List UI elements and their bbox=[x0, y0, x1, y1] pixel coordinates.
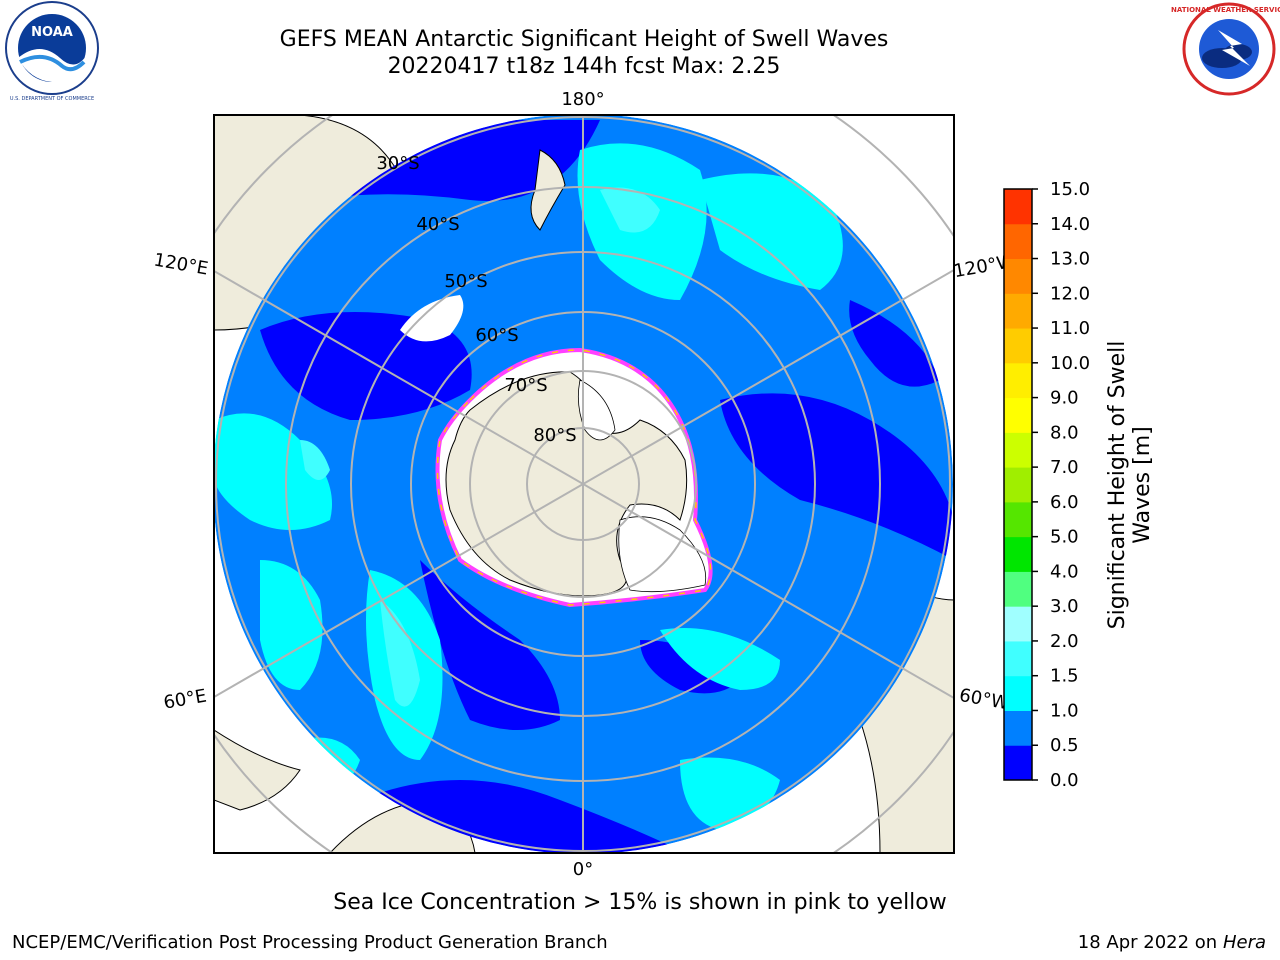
colorbar-tick-label: 8.0 bbox=[1050, 422, 1079, 443]
lon-label-180: 180° bbox=[561, 89, 604, 110]
credit-branch: NCEP/EMC/Verification Post Processing Pr… bbox=[12, 932, 608, 953]
lat-label-50s: 50°S bbox=[444, 271, 487, 292]
colorbar-segment bbox=[1004, 328, 1032, 364]
sea-ice-note: Sea Ice Concentration > 15% is shown in … bbox=[333, 890, 947, 915]
colorbar-segment bbox=[1004, 223, 1032, 260]
lat-label-30s: 30°S bbox=[376, 153, 419, 174]
colorbar-tick-label: 10.0 bbox=[1050, 353, 1090, 374]
colorbar-border bbox=[1003, 188, 1033, 781]
svg-text:U.S. DEPARTMENT OF COMMERCE: U.S. DEPARTMENT OF COMMERCE bbox=[10, 96, 94, 102]
colorbar-tick-label: 12.0 bbox=[1050, 283, 1090, 304]
colorbar-tick-label: 7.0 bbox=[1050, 457, 1079, 478]
lon-label-60w: 60°W bbox=[958, 685, 1011, 714]
colorbar-segment bbox=[1004, 432, 1032, 468]
svg-text:NATIONAL WEATHER SERVICE: NATIONAL WEATHER SERVICE bbox=[1171, 6, 1280, 14]
colorbar-segment bbox=[1004, 640, 1032, 677]
lat-label-80s: 80°S bbox=[533, 425, 576, 446]
map-title: GEFS MEAN Antarctic Significant Height o… bbox=[279, 27, 889, 52]
colorbar-segment bbox=[1004, 675, 1032, 711]
map-subtitle: 20220417 t18z 144h fcst Max: 2.25 bbox=[387, 54, 781, 79]
lat-label-40s: 40°S bbox=[416, 214, 459, 235]
lat-label-60s: 60°S bbox=[475, 325, 518, 346]
colorbar-tick-label: 1.0 bbox=[1050, 700, 1079, 721]
map-frame bbox=[213, 114, 955, 854]
lon-label-60e: 60°E bbox=[162, 685, 208, 713]
colorbar-tick-label: 6.0 bbox=[1050, 492, 1079, 513]
colorbar-segment bbox=[1004, 501, 1032, 538]
colorbar-segment bbox=[1004, 293, 1032, 329]
nws-logo: NATIONAL WEATHER SERVICE bbox=[1171, 2, 1280, 96]
colorbar-tick-label: 4.0 bbox=[1050, 561, 1079, 582]
colorbar-segment bbox=[1004, 189, 1032, 225]
colorbar-segment bbox=[1004, 745, 1032, 781]
colorbar-segment bbox=[1004, 710, 1032, 746]
colorbar-title: Significant Height of Swell Waves [m] bbox=[1105, 340, 1155, 630]
colorbar-tick-label: 0.0 bbox=[1050, 770, 1079, 791]
colorbar-segment bbox=[1004, 606, 1032, 642]
credit-date: 18 Apr 2022 on Hera bbox=[1077, 932, 1266, 953]
colorbar-segment bbox=[1004, 571, 1032, 607]
colorbar-tick-label: 0.5 bbox=[1050, 735, 1079, 756]
colorbar-segment bbox=[1004, 258, 1032, 294]
graticule bbox=[214, 115, 954, 853]
colorbar-tick-label: 1.5 bbox=[1050, 666, 1079, 687]
colorbar: 0.0 0.5 1.0 1.5 2.0 3.0 4.0 5.0 6.0 7.0 8.0 9.0 10.0… bbox=[1003, 179, 1090, 791]
colorbar-tick-label: 13.0 bbox=[1050, 249, 1090, 270]
lon-label-0: 0° bbox=[573, 859, 593, 880]
colorbar-tick-label: 9.0 bbox=[1050, 388, 1079, 409]
colorbar-tick-label: 14.0 bbox=[1050, 214, 1090, 235]
colorbar-segment bbox=[1004, 362, 1032, 399]
colorbar-tick-label: 15.0 bbox=[1050, 179, 1090, 200]
colorbar-segment bbox=[1004, 536, 1032, 572]
colorbar-tick-label: 5.0 bbox=[1050, 527, 1079, 548]
colorbar-tick-label: 11.0 bbox=[1050, 318, 1090, 339]
colorbar-segment bbox=[1004, 467, 1032, 503]
colorbar-tick-label: 2.0 bbox=[1050, 631, 1079, 652]
colorbar-tick-label: 3.0 bbox=[1050, 596, 1079, 617]
lon-label-120e: 120°E bbox=[152, 249, 210, 279]
noaa-logo: NOAA U.S. DEPARTMENT OF COMMERCE bbox=[5, 1, 99, 102]
svg-text:NOAA: NOAA bbox=[31, 25, 73, 40]
lat-label-70s: 70°S bbox=[504, 375, 547, 396]
colorbar-segment bbox=[1004, 397, 1032, 433]
